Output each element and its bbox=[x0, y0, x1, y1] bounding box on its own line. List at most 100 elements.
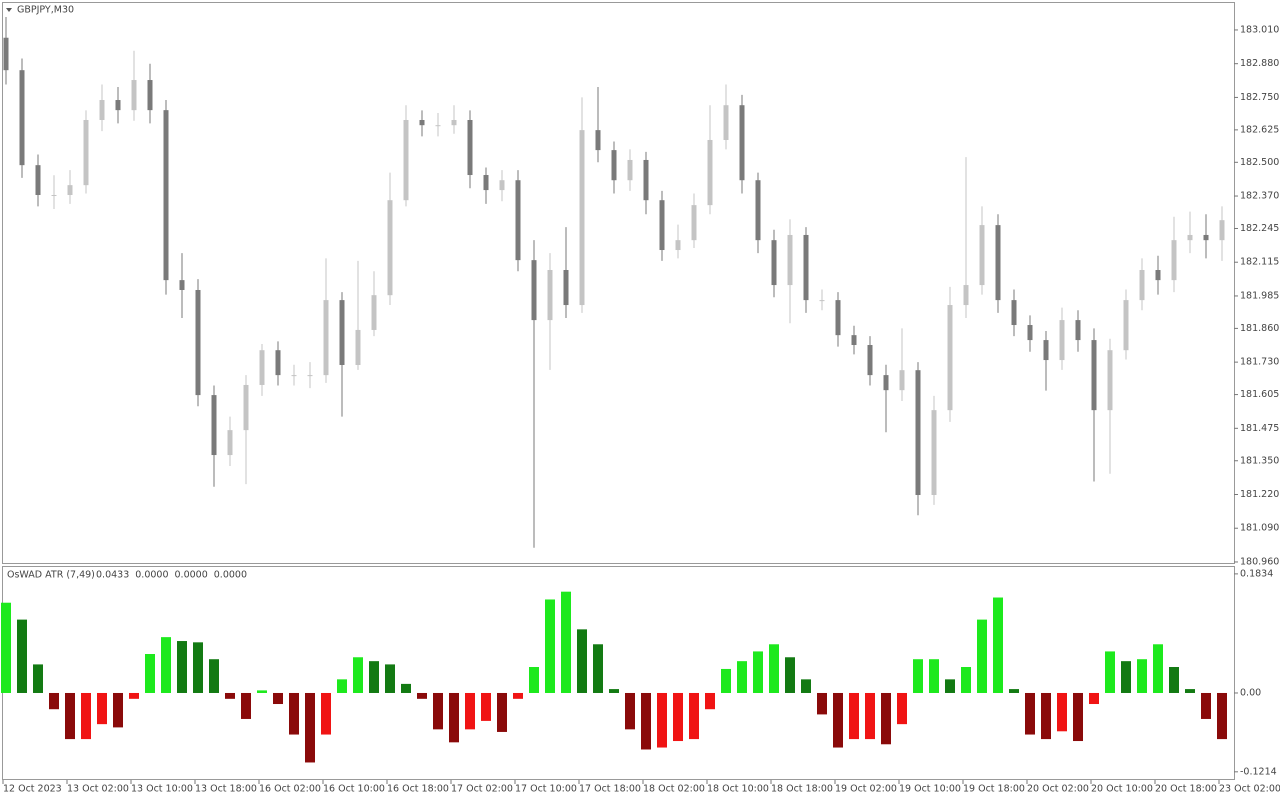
candle-body bbox=[787, 234, 793, 286]
histogram-bar bbox=[1041, 692, 1051, 740]
y-tick-label: 182.750 bbox=[1240, 92, 1279, 103]
histogram-bar bbox=[33, 664, 43, 693]
histogram-bar bbox=[17, 619, 27, 693]
candle-body bbox=[131, 80, 137, 111]
y-tick-label: 183.010 bbox=[1240, 24, 1279, 35]
x-tick-label: 18 Oct 10:00 bbox=[707, 784, 769, 795]
histogram-bar bbox=[721, 668, 731, 693]
candle-body bbox=[547, 270, 553, 321]
candle-body bbox=[307, 375, 313, 377]
histogram-bar bbox=[641, 692, 651, 750]
y-tick-label: 180.960 bbox=[1240, 556, 1279, 567]
candle-body bbox=[995, 225, 1001, 301]
candle-body bbox=[67, 185, 73, 196]
histogram-bar bbox=[689, 692, 699, 740]
candle-body bbox=[835, 300, 841, 336]
candle-body bbox=[723, 105, 729, 140]
y-tick-label: 182.500 bbox=[1240, 157, 1279, 168]
histogram-bar bbox=[1025, 692, 1035, 735]
price-panel bbox=[2, 2, 1235, 564]
histogram-bar bbox=[833, 692, 843, 748]
histogram-bar bbox=[801, 679, 811, 693]
candle-body bbox=[611, 150, 617, 181]
histogram-bar bbox=[177, 641, 187, 693]
x-tick-label: 13 Oct 10:00 bbox=[131, 784, 193, 795]
candle-body bbox=[1075, 320, 1081, 341]
candle-body bbox=[531, 260, 537, 321]
candle-body bbox=[195, 289, 201, 396]
y-tick-label: 181.860 bbox=[1240, 323, 1279, 334]
histogram-bar bbox=[49, 692, 59, 710]
candle-body bbox=[483, 175, 489, 191]
histogram-bar bbox=[593, 644, 603, 693]
x-tick-label: 16 Oct 10:00 bbox=[323, 784, 385, 795]
histogram-bar bbox=[929, 659, 939, 693]
indicator-panel bbox=[2, 566, 1235, 780]
candle-body bbox=[99, 100, 105, 121]
histogram-bar bbox=[1057, 692, 1067, 732]
y-tick-label: 182.370 bbox=[1240, 191, 1279, 202]
candle-body bbox=[579, 130, 585, 306]
x-tick-label: 20 Oct 18:00 bbox=[1155, 784, 1217, 795]
candle-body bbox=[819, 300, 825, 302]
candle-body bbox=[51, 195, 57, 197]
x-tick-label: 13 Oct 02:00 bbox=[67, 784, 129, 795]
candle-body bbox=[771, 240, 777, 286]
candle-body bbox=[467, 120, 473, 176]
histogram-bar bbox=[65, 692, 75, 740]
candle-body bbox=[227, 430, 233, 456]
histogram-bar bbox=[817, 692, 827, 715]
candle-body bbox=[1139, 270, 1145, 301]
y-tick-label: 181.220 bbox=[1240, 489, 1279, 500]
histogram-bar bbox=[81, 692, 91, 740]
histogram-bar bbox=[1201, 692, 1211, 719]
candle-body bbox=[931, 410, 937, 496]
candle-body bbox=[1011, 300, 1017, 326]
histogram-bar bbox=[257, 690, 267, 693]
candle-body bbox=[211, 395, 217, 456]
histogram-bar bbox=[705, 692, 715, 710]
candle-body bbox=[1091, 340, 1097, 411]
histogram-bar bbox=[417, 692, 427, 699]
x-tick-label: 19 Oct 18:00 bbox=[963, 784, 1025, 795]
histogram-bar bbox=[353, 657, 363, 693]
candle-body bbox=[355, 329, 361, 365]
indicator-reading: 0.0000 bbox=[214, 570, 247, 581]
histogram-bar bbox=[1089, 692, 1099, 705]
candle-body bbox=[1059, 320, 1065, 361]
histogram-bar bbox=[993, 597, 1003, 693]
histogram-bar bbox=[961, 667, 971, 693]
histogram-bar bbox=[1073, 692, 1083, 742]
histogram-bar bbox=[977, 619, 987, 693]
candle-body bbox=[19, 70, 25, 166]
x-tick-label: 20 Oct 02:00 bbox=[1027, 784, 1089, 795]
menu-arrow[interactable] bbox=[6, 8, 12, 12]
y-tick-label: 0.00 bbox=[1240, 687, 1261, 698]
y-tick-label: -0.1214 bbox=[1240, 766, 1277, 777]
candle-body bbox=[675, 240, 681, 251]
candle-body bbox=[707, 139, 713, 206]
candle-body bbox=[563, 270, 569, 306]
histogram-bar bbox=[209, 659, 219, 693]
x-tick-label: 19 Oct 10:00 bbox=[899, 784, 961, 795]
candle-body bbox=[1171, 240, 1177, 281]
histogram-bar bbox=[753, 651, 763, 693]
x-tick-label: 13 Oct 18:00 bbox=[195, 784, 257, 795]
candle-body bbox=[499, 180, 505, 191]
histogram-bar bbox=[481, 692, 491, 721]
y-tick-label: 181.730 bbox=[1240, 357, 1279, 368]
candle-body bbox=[147, 80, 153, 111]
histogram-bar bbox=[673, 692, 683, 742]
y-tick-label: 181.090 bbox=[1240, 523, 1279, 534]
candle-body bbox=[275, 350, 281, 376]
candle-body bbox=[899, 370, 905, 391]
candle-body bbox=[339, 300, 345, 365]
candle-body bbox=[435, 125, 441, 127]
x-tick-label: 20 Oct 10:00 bbox=[1091, 784, 1153, 795]
candle-body bbox=[803, 234, 809, 301]
candle-body bbox=[691, 205, 697, 241]
histogram-bar bbox=[625, 692, 635, 730]
histogram-bar bbox=[145, 654, 155, 693]
x-tick-label: 19 Oct 02:00 bbox=[835, 784, 897, 795]
candle-body bbox=[403, 120, 409, 201]
